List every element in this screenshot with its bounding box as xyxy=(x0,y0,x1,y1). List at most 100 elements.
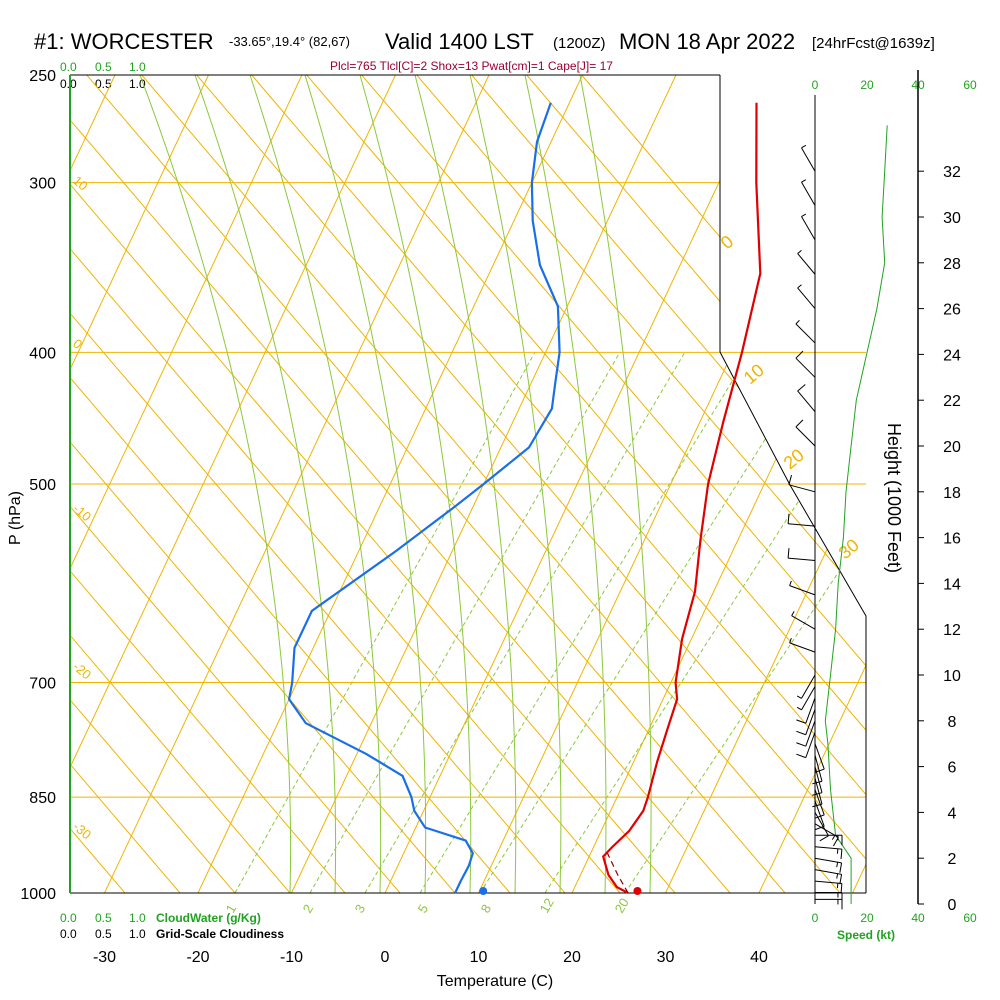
forecast-label: [24hrFcst@1639z] xyxy=(812,35,935,52)
dry-adiabat-line xyxy=(70,75,291,893)
mixing-ratio-line xyxy=(479,351,821,893)
dry-adiabat-line xyxy=(0,73,15,893)
dry-adiabat-line xyxy=(70,75,566,893)
station-title: #1: WORCESTER xyxy=(34,29,214,54)
wind-barb xyxy=(791,611,816,630)
wind-barb xyxy=(796,674,816,699)
speed-label: Speed (kt) xyxy=(837,928,895,942)
moist-adiabat-line xyxy=(304,75,427,893)
height-tick-label: 8 xyxy=(948,714,957,731)
pressure-tick-label: 400 xyxy=(29,345,56,362)
scale-tick: 0.0 xyxy=(60,60,77,74)
dry-adiabat-line xyxy=(84,75,786,893)
temperature-tick-label: 20 xyxy=(563,949,581,966)
pressure-tick-label: 250 xyxy=(29,68,56,85)
scale-tick: 0.5 xyxy=(95,60,112,74)
isotherm-line xyxy=(758,75,866,893)
x-axis-label: Temperature (C) xyxy=(437,973,553,990)
height-tick-label: 12 xyxy=(943,622,961,639)
mixing-ratio-line xyxy=(364,351,686,893)
wind-barb xyxy=(789,637,816,653)
mixing-ratio-line xyxy=(234,351,536,893)
indices-line: Plcl=765 Tlcl[C]=2 Shox=13 Pwat[cm]=1 Ca… xyxy=(330,59,613,73)
temperature-tick-label: -10 xyxy=(280,949,303,966)
wind-barb xyxy=(795,319,816,344)
speed-tick: 20 xyxy=(860,911,874,925)
wind-barb xyxy=(797,249,816,275)
moist-adiabat-line xyxy=(249,75,382,893)
temperature-tick-label: -30 xyxy=(93,949,116,966)
scale-tick: 1.0 xyxy=(129,60,146,74)
top-cloudwater-scale: 0.0 0.5 1.0 xyxy=(60,60,146,74)
bottom-speed-scale: 0 20 40 60 Speed (kt) xyxy=(812,911,977,942)
y2-axis-label: Height (1000 Feet) xyxy=(884,423,904,573)
dry-adiabat-line xyxy=(70,75,346,893)
isotherm-line xyxy=(70,75,209,893)
moist-adiabat-line xyxy=(524,75,607,893)
dry-adiabat-line xyxy=(70,75,621,893)
diagram-grid xyxy=(0,73,866,893)
isotherm-label: 10 xyxy=(740,360,768,388)
moist-adiabat-line xyxy=(414,75,517,893)
dry-adiabat-line xyxy=(70,75,126,893)
mixing-ratio-label: 20 xyxy=(612,895,632,915)
scale-tick: 0.0 xyxy=(60,927,77,941)
dry-adiabat-line xyxy=(70,75,236,893)
wind-barb xyxy=(814,743,825,773)
moist-adiabat-line xyxy=(469,75,562,893)
wind-layer xyxy=(787,95,888,910)
dry-adiabat-line xyxy=(304,75,866,893)
wind-barb xyxy=(789,580,816,596)
wind-barb xyxy=(796,709,816,736)
wind-barb xyxy=(801,144,816,172)
pressure-tick-label: 850 xyxy=(29,790,56,807)
wind-barb xyxy=(815,898,843,910)
dry-adiabat-line xyxy=(249,75,866,893)
moist-adiabat-line xyxy=(359,75,472,893)
top-speed-scale: 0 20 40 60 xyxy=(812,78,977,92)
height-tick-label: 6 xyxy=(948,760,957,777)
isotherm-label: -20 xyxy=(70,659,94,683)
dry-adiabat-line xyxy=(70,75,401,893)
moist-adiabat-line xyxy=(579,75,652,893)
isotherm-line xyxy=(0,75,21,893)
profile-layer xyxy=(287,102,762,895)
wind-barb xyxy=(814,846,843,860)
pressure-tick-label: 1000 xyxy=(20,886,56,903)
wind-barb xyxy=(815,892,843,903)
wind-barb xyxy=(797,384,816,412)
moist-adiabat-line xyxy=(194,75,337,893)
moist-adiabat-line xyxy=(139,75,292,893)
cloudiness-label: Grid-Scale Cloudiness xyxy=(156,927,284,941)
dry-adiabat-line xyxy=(359,75,866,893)
mixing-ratio-label: 12 xyxy=(537,895,557,915)
dry-adiabat-line xyxy=(70,75,181,893)
wind-barb xyxy=(812,755,823,785)
temperature-tick-label: 40 xyxy=(750,949,768,966)
wind-barb xyxy=(795,350,816,378)
wind-barb xyxy=(796,697,816,724)
height-tick-label: 10 xyxy=(943,668,961,685)
isotherm-label: 20 xyxy=(780,445,808,473)
surface-temperature-point xyxy=(633,887,642,895)
speed-tick: 60 xyxy=(963,911,977,925)
height-tick-label: 26 xyxy=(943,302,961,319)
scale-tick: 1.0 xyxy=(129,927,146,941)
valid-utc: (1200Z) xyxy=(553,35,606,52)
valid-time: Valid 1400 LST xyxy=(385,29,534,54)
height-tick-label: 18 xyxy=(943,485,961,502)
temperature-profile xyxy=(601,102,762,894)
mixing-ratio-label: 5 xyxy=(415,902,432,916)
dry-adiabat-line xyxy=(70,75,511,893)
wind-speed-profile xyxy=(824,125,888,904)
temperature-tick-label: -20 xyxy=(186,949,209,966)
dry-adiabat-line xyxy=(70,75,731,893)
height-tick-label: 0 xyxy=(948,897,957,914)
wind-barb xyxy=(814,823,839,847)
wind-barb xyxy=(801,179,816,206)
station-coords: -33.65°,19.4° (82,67) xyxy=(229,34,350,49)
height-tick-label: 30 xyxy=(943,210,961,227)
